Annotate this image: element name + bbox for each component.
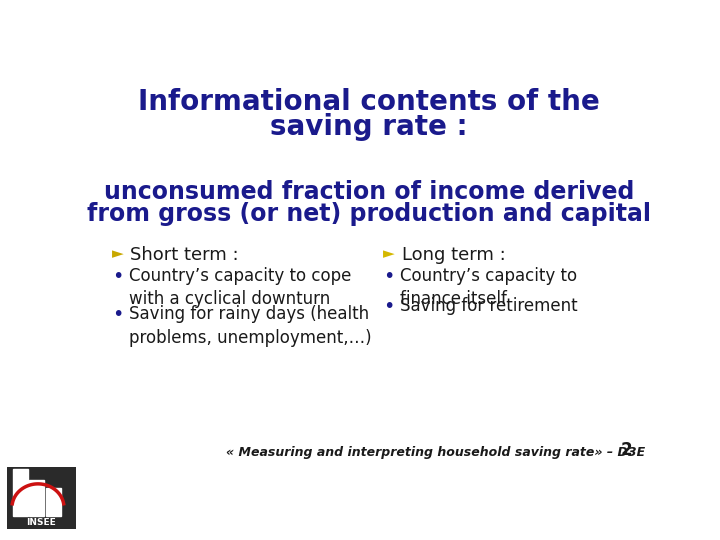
Text: Saving for rainy days (health
problems, unemployment,…): Saving for rainy days (health problems, … bbox=[129, 305, 372, 347]
Text: •: • bbox=[383, 298, 395, 316]
Text: Informational contents of the: Informational contents of the bbox=[138, 88, 600, 116]
Bar bbox=[7, 467, 76, 518]
Text: ►: ► bbox=[112, 246, 123, 261]
Text: Short term :: Short term : bbox=[130, 246, 239, 264]
Bar bbox=[45, 488, 60, 516]
Text: 2: 2 bbox=[621, 441, 632, 459]
Text: from gross (or net) production and capital: from gross (or net) production and capit… bbox=[87, 202, 651, 226]
Text: Country’s capacity to
finance itself: Country’s capacity to finance itself bbox=[400, 267, 577, 308]
Bar bbox=[7, 517, 76, 529]
Bar bbox=[13, 469, 27, 516]
Text: •: • bbox=[112, 305, 123, 324]
Bar bbox=[29, 480, 44, 516]
Text: Saving for retirement: Saving for retirement bbox=[400, 298, 577, 315]
Text: saving rate :: saving rate : bbox=[270, 112, 468, 140]
Text: INSEE: INSEE bbox=[27, 518, 56, 528]
Text: Long term :: Long term : bbox=[402, 246, 505, 264]
Text: •: • bbox=[112, 267, 123, 286]
Text: Country’s capacity to cope
with a cyclical downturn: Country’s capacity to cope with a cyclic… bbox=[129, 267, 351, 308]
Text: •: • bbox=[383, 267, 395, 286]
Text: « Measuring and interpreting household saving rate» – D3E: « Measuring and interpreting household s… bbox=[225, 446, 644, 459]
Text: unconsumed fraction of income derived: unconsumed fraction of income derived bbox=[104, 180, 634, 204]
Text: ►: ► bbox=[383, 246, 395, 261]
